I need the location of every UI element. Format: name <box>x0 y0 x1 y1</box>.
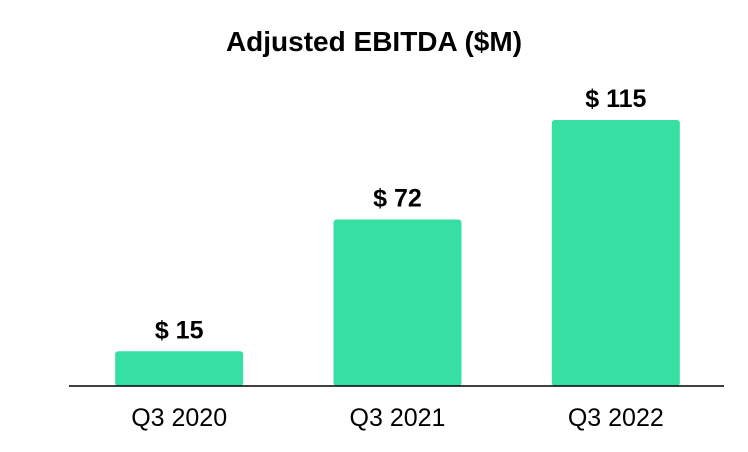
bar-q3-2021 <box>333 219 462 386</box>
x-tick-label: Q3 2022 <box>568 404 664 432</box>
bar-q3-2022 <box>551 120 680 386</box>
bars-group <box>115 120 680 386</box>
x-tick-label: Q3 2020 <box>131 404 227 432</box>
data-label: $ 115 <box>585 85 646 113</box>
chart-title: Adjusted EBITDA ($M) <box>225 26 523 57</box>
bar-q3-2020 <box>115 351 244 386</box>
x-tick-label: Q3 2021 <box>350 404 446 432</box>
data-label: $ 15 <box>155 316 204 344</box>
labels-group: $ 15 Q3 2020 $ 72 Q3 2021 $ 115 Q3 2022 <box>131 85 664 432</box>
data-label: $ 72 <box>373 184 422 212</box>
